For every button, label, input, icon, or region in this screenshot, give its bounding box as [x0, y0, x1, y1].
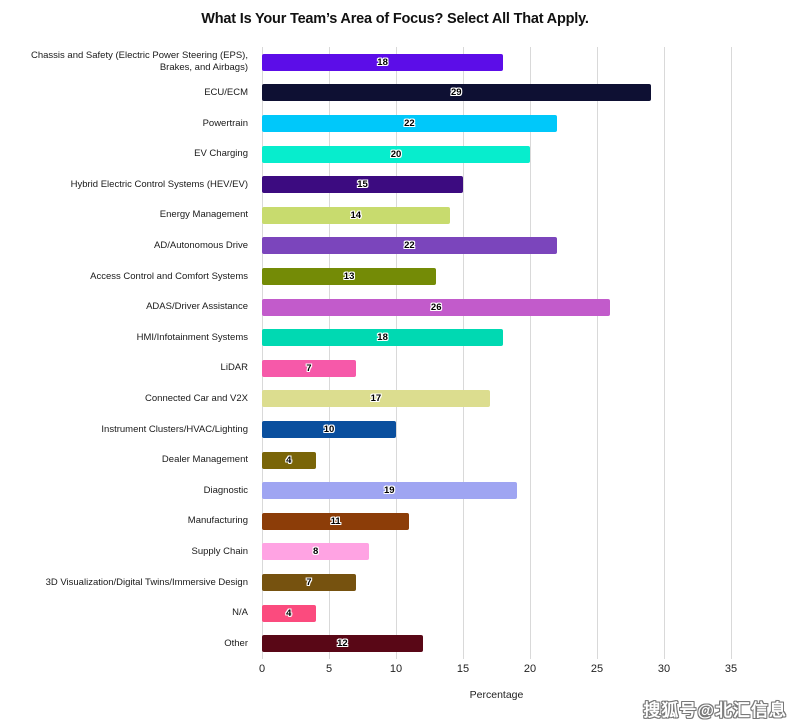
value-label: 17	[370, 393, 382, 405]
gridline-10	[396, 47, 397, 659]
x-tick-20: 20	[523, 663, 537, 675]
category-label: Powertrain	[202, 117, 248, 129]
bar: 19	[262, 482, 517, 500]
category-label: Other	[224, 637, 248, 649]
category-label: N/A	[232, 607, 248, 619]
value-label: 18	[377, 332, 388, 344]
category-label: LiDAR	[220, 362, 248, 374]
bar: 4	[262, 604, 316, 622]
value-label: 12	[337, 638, 348, 650]
x-tick-35: 35	[724, 663, 738, 675]
bar: 7	[262, 359, 356, 377]
x-axis-label: Percentage	[469, 689, 524, 701]
bar: 7	[262, 574, 356, 591]
x-tick-5: 5	[325, 663, 333, 675]
category-label: ADAS/Driver Assistance	[146, 301, 248, 313]
bar: 8	[262, 543, 370, 561]
bar: 26	[262, 298, 611, 316]
value-label: 18	[377, 56, 388, 68]
gridline-30	[664, 47, 665, 659]
value-label: 13	[343, 271, 355, 282]
bar: 29	[262, 84, 651, 102]
value-label: 22	[404, 118, 415, 129]
value-label: 11	[330, 515, 341, 527]
gridline-20	[530, 47, 531, 659]
value-label: 22	[404, 240, 415, 252]
value-label: 20	[390, 148, 402, 160]
bar: 10	[262, 421, 396, 438]
value-label: 14	[350, 209, 362, 221]
value-label: 7	[306, 362, 312, 374]
bar: 11	[262, 512, 410, 530]
category-label: Chassis and Safety (Electric Power Steer…	[30, 49, 248, 74]
bar: 17	[262, 390, 490, 408]
x-tick-10: 10	[389, 663, 403, 675]
category-label: HMI/Infotainment Systems	[136, 331, 248, 343]
x-tick-25: 25	[590, 663, 604, 675]
category-label: Connected Car and V2X	[145, 392, 248, 404]
category-label: Access Control and Comfort Systems	[90, 270, 248, 282]
plot-area: Chassis and Safety (Electric Power Steer…	[0, 47, 790, 659]
category-label: Supply Chain	[191, 545, 248, 557]
value-label: 8	[312, 546, 319, 558]
category-label: ECU/ECM	[204, 86, 248, 98]
category-label: Diagnostic	[203, 484, 248, 496]
category-label: EV Charging	[194, 148, 248, 160]
value-label: 19	[384, 485, 395, 497]
category-label: Manufacturing	[187, 515, 248, 527]
watermark: 搜狐号@北汇信息	[643, 701, 787, 720]
bar: 12	[262, 635, 423, 653]
value-label: 29	[451, 87, 462, 99]
bar: 18	[262, 53, 504, 71]
bar: 20	[262, 145, 530, 163]
gridline-35	[731, 47, 732, 659]
value-label: 4	[286, 454, 292, 466]
x-tick-0: 0	[258, 663, 266, 675]
bar: 14	[262, 206, 450, 224]
value-label: 7	[306, 577, 312, 588]
x-tick-15: 15	[456, 663, 470, 675]
bar: 22	[262, 115, 557, 132]
gridline-15	[463, 47, 464, 659]
value-label: 4	[286, 607, 292, 619]
bar: 4	[262, 451, 316, 469]
bar: 18	[262, 329, 504, 347]
category-label: Energy Management	[159, 209, 248, 221]
category-label: Dealer Management	[161, 454, 248, 466]
category-label: 3D Visualization/Digital Twins/Immersive…	[45, 576, 248, 588]
chart-title: What Is Your Team’s Area of Focus? Selec…	[201, 11, 589, 27]
gridline-25	[597, 47, 598, 659]
bar: 15	[262, 176, 463, 194]
value-label: 26	[430, 301, 442, 313]
bar: 13	[262, 268, 437, 285]
value-label: 10	[323, 424, 335, 435]
gridline-0	[262, 47, 263, 659]
category-label: AD/Autonomous Drive	[154, 239, 248, 251]
bar: 22	[262, 237, 557, 255]
gridline-5	[329, 47, 330, 659]
category-label: Hybrid Electric Control Systems (HEV/EV)	[70, 178, 248, 190]
category-label: Instrument Clusters/HVAC/Lighting	[101, 423, 248, 435]
x-tick-30: 30	[657, 663, 671, 675]
value-label: 15	[357, 179, 368, 191]
